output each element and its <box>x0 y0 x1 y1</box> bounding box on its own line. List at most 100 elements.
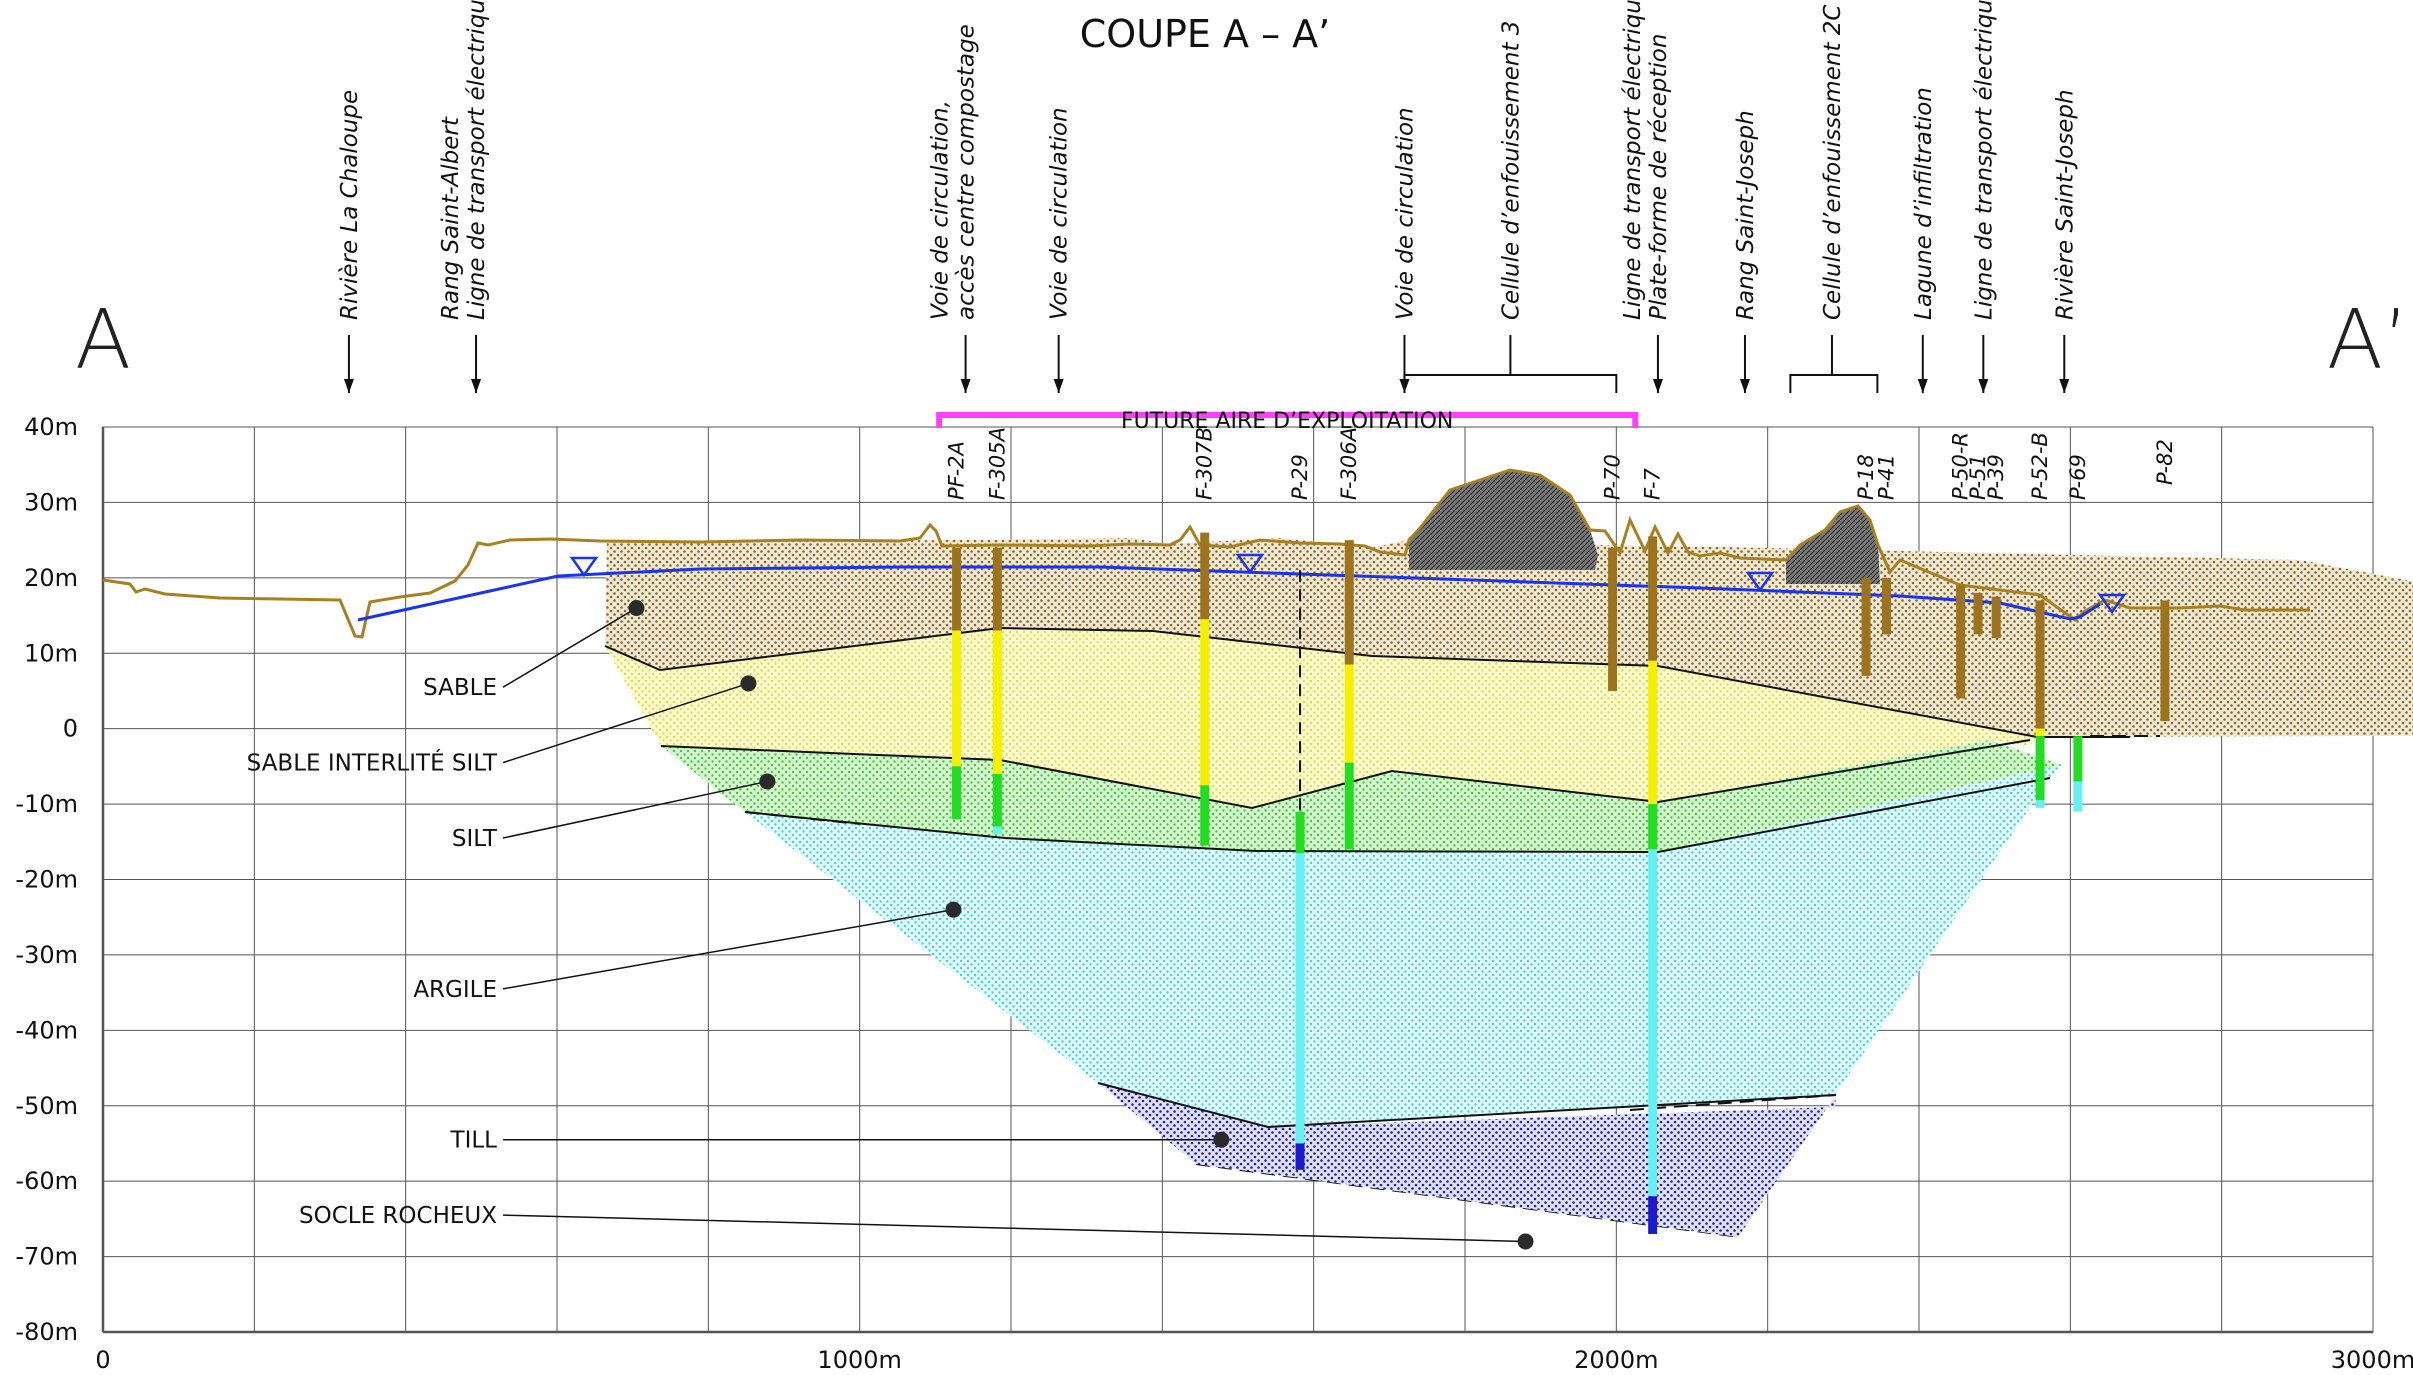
borehole-label: PF-2A <box>945 441 969 500</box>
feature-arrow-head-icon <box>960 379 971 393</box>
layer-leader-line <box>502 1214 1526 1243</box>
diagram-title: COUPE A – A’ <box>1080 12 1331 56</box>
y-tick-label: -20m <box>15 866 78 894</box>
feature-label: Ligne de transport électrique <box>464 0 490 320</box>
borehole-segment <box>2035 728 2045 737</box>
layer-name: SABLE <box>423 675 497 701</box>
layer-legend-item: SILT <box>452 773 776 852</box>
water-table-marker-icon <box>1745 571 1775 593</box>
feature-arrow-head-icon <box>471 379 482 393</box>
borehole-label: F-306A <box>1337 427 1361 500</box>
borehole-segment <box>1295 853 1305 1144</box>
layer-name: TILL <box>450 1128 498 1154</box>
borehole-label: F-305A <box>985 427 1009 500</box>
borehole-label: P-41 <box>1874 454 1898 500</box>
waste-cell-3 <box>1409 470 1598 570</box>
borehole-segment <box>1956 585 1966 699</box>
borehole: F-7 <box>1641 467 1665 1234</box>
feature-label: Voie de circulation <box>1392 107 1418 320</box>
feature-label: Ligne de transport électrique <box>1620 0 1646 320</box>
borehole-segment <box>1648 536 1658 661</box>
borehole-label: P-18 <box>1854 454 1878 500</box>
borehole-segment <box>952 547 962 631</box>
y-tick-label: -60m <box>15 1167 78 1195</box>
borehole-segment <box>992 547 1002 631</box>
feature-arrow-head-icon <box>1739 379 1750 393</box>
borehole-segment <box>1608 547 1618 691</box>
borehole: F-305A <box>985 427 1009 835</box>
x-axis-ticks: 0 1000m 2000m 3000m <box>95 1346 2413 1374</box>
zone-label: FUTURE AIRE D’EXPLOITATION <box>1121 409 1453 434</box>
borehole-segment <box>992 773 1002 827</box>
x-tick-label: 3000m <box>2331 1346 2413 1374</box>
feature-label: Voie de circulation <box>1047 107 1073 320</box>
borehole-segment <box>2160 600 2170 722</box>
layer-name: SILT <box>452 826 498 852</box>
layer-legend-item: ARGILE <box>413 901 962 1003</box>
feature: Lagune d’infiltration <box>1911 87 1937 393</box>
y-tick-label: -80m <box>15 1318 78 1346</box>
feature-annotations: Rivière La Chaloupe Rang Saint-Albert Lign… <box>337 0 2078 393</box>
layer-legend-item: SABLE INTERLITÉ SILT <box>247 675 757 777</box>
y-tick-label: -50m <box>15 1092 78 1120</box>
layer-leader-line <box>502 682 749 764</box>
borehole-segment <box>2035 736 2045 801</box>
y-tick-label: -40m <box>15 1016 78 1044</box>
feature: Rang Saint-Joseph <box>1733 110 1759 393</box>
feature: Voie de circulation, accès centre compost… <box>928 24 980 393</box>
borehole-segment <box>2073 781 2083 812</box>
y-axis-ticks: 40m 30m 20m 10m 0 -10m -20m -30m -40m -50m -60m -70… <box>15 413 78 1346</box>
x-tick-label: 2000m <box>1574 1346 1658 1374</box>
borehole-label: P-69 <box>2066 454 2090 500</box>
layer-marker-icon <box>1517 1233 1534 1250</box>
feature: Rivière Saint-Joseph <box>2052 89 2078 393</box>
borehole-segment <box>1200 532 1210 620</box>
borehole-label: P-29 <box>1288 454 1312 500</box>
feature-arrow-head-icon <box>1978 379 1989 393</box>
layer-leader-line <box>502 780 768 839</box>
layer-sable-interlite <box>605 628 2037 808</box>
waste-cell-2c <box>1786 506 1880 584</box>
borehole: F-306A <box>1337 427 1361 850</box>
y-tick-label: -70m <box>15 1243 78 1271</box>
layer-marker-icon <box>1213 1131 1230 1148</box>
borehole-segment <box>1344 664 1354 763</box>
borehole-segment <box>1881 577 1891 635</box>
feature: Rivière La Chaloupe <box>337 90 363 393</box>
borehole-label: F-307B <box>1193 427 1217 500</box>
borehole: P-82 <box>2153 439 2177 722</box>
x-tick-label: 1000m <box>817 1346 901 1374</box>
borehole-segment <box>1991 596 2001 639</box>
borehole-segment <box>1200 619 1210 786</box>
borehole-segment <box>952 630 962 767</box>
section-end-right: A’ <box>2327 293 2409 388</box>
geology-layers <box>604 470 2413 1238</box>
borehole-segment <box>1295 811 1305 854</box>
ground-surface <box>102 468 2310 639</box>
contact-silt-argile <box>744 777 2051 854</box>
layer-marker-icon <box>759 773 776 790</box>
borehole-segment <box>1861 577 1871 676</box>
borehole-segment <box>2035 800 2045 808</box>
borehole-label: P-82 <box>2153 439 2177 485</box>
borehole-segment <box>992 826 1002 835</box>
layer-leader-line <box>502 607 637 688</box>
future-exploitation-zone: FUTURE AIRE D’EXPLOITATION <box>936 409 1639 434</box>
borehole: P-29 <box>1288 454 1312 1170</box>
feature-label: Cellule d’enfouissement 2C <box>1820 5 1846 320</box>
y-tick-label: 30m <box>24 488 78 516</box>
water-table-marker-icon <box>569 556 599 578</box>
feature-label: Cellule d’enfouissement 3 <box>1498 21 1524 320</box>
borehole-segment <box>2073 736 2083 782</box>
contact-argile-till <box>1097 1082 1836 1129</box>
feature-arrow-head-icon <box>343 379 354 393</box>
layer-legend-item: SABLE <box>423 600 645 701</box>
y-tick-label: -30m <box>15 941 78 969</box>
feature-label: Rang Saint-Joseph <box>1733 110 1759 320</box>
borehole: P-39 <box>1984 454 2008 639</box>
feature: Cellule d’enfouissement 2C <box>1789 5 1879 393</box>
borehole-segment <box>1973 592 1983 635</box>
water-table-markers <box>569 553 2127 615</box>
borehole: P-50-R <box>1949 432 1973 699</box>
